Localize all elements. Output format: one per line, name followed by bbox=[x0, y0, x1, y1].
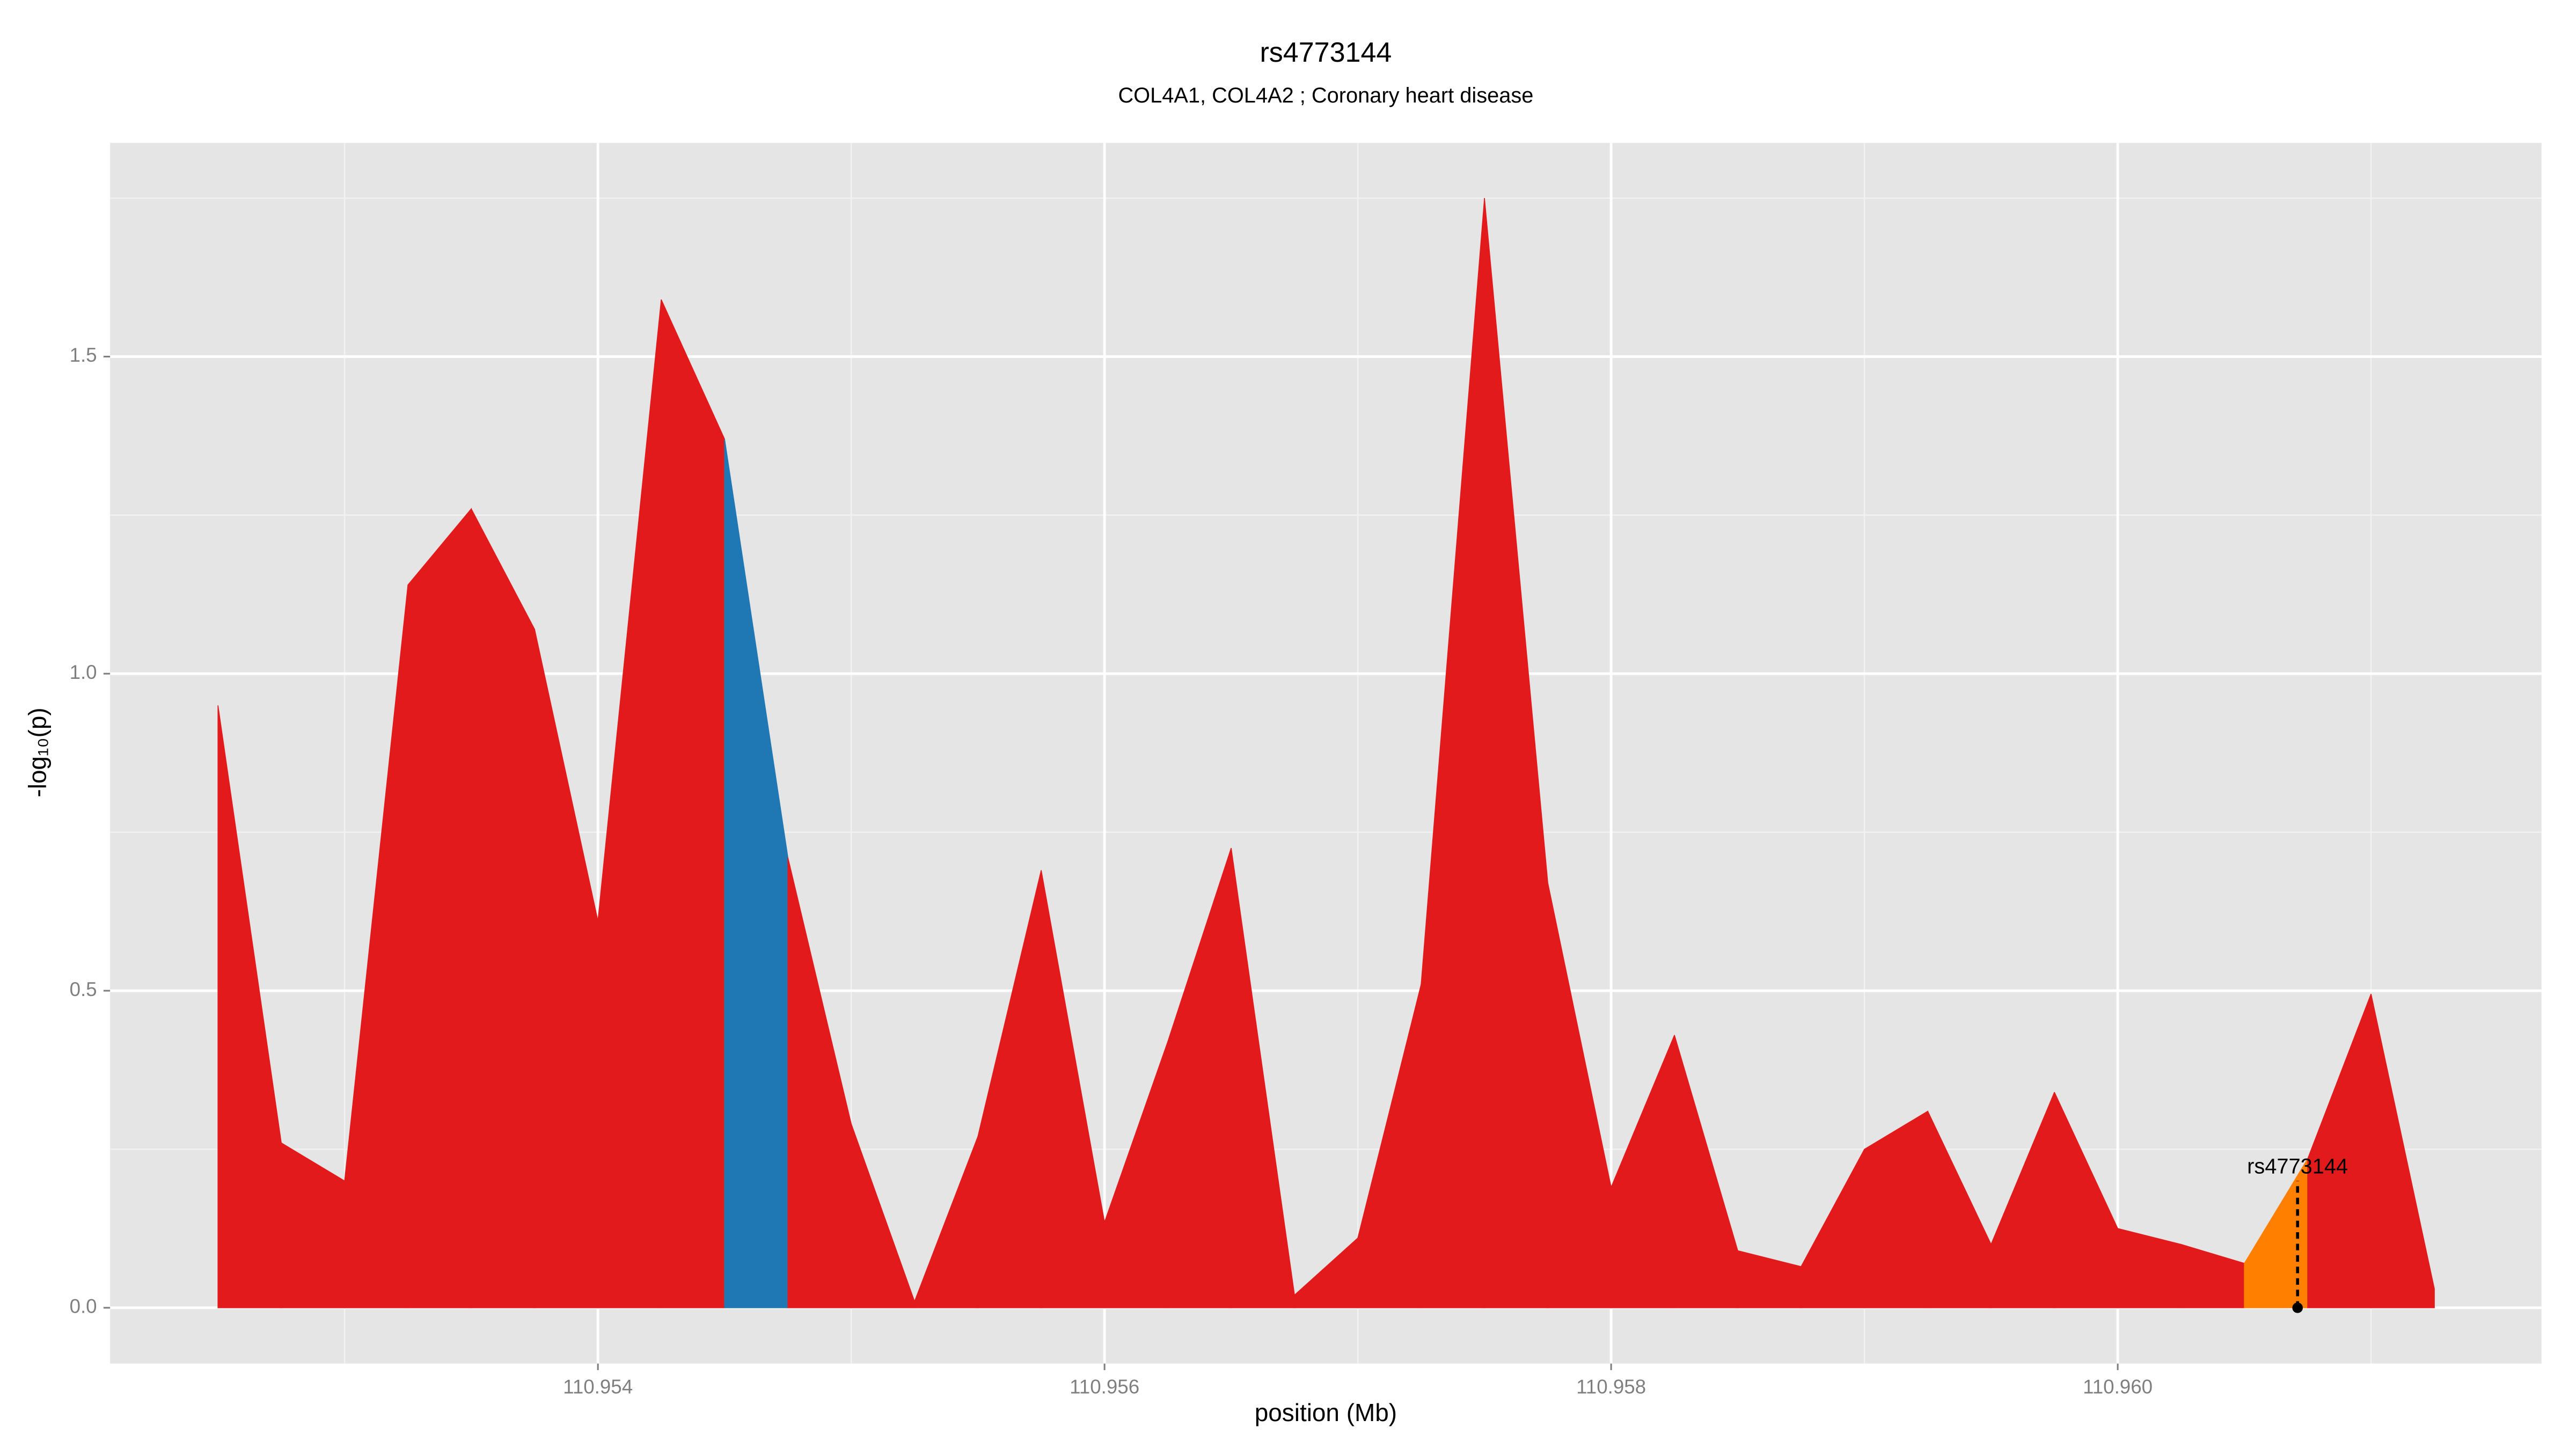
x-axis-label: position (Mb) bbox=[1255, 1399, 1397, 1426]
x-tick-label: 110.956 bbox=[1070, 1375, 1139, 1397]
y-axis-label: -log₁₀(p) bbox=[24, 707, 52, 797]
x-tick-label: 110.958 bbox=[1576, 1375, 1646, 1397]
area-segment bbox=[407, 507, 472, 1308]
x-tick-label: 110.960 bbox=[2083, 1375, 2153, 1397]
area-segment bbox=[2370, 993, 2435, 1308]
chart-subtitle: COL4A1, COL4A2 ; Coronary heart disease bbox=[1118, 84, 1533, 107]
y-tick-label: 0.5 bbox=[70, 978, 97, 1000]
y-tick-label: 0.0 bbox=[70, 1296, 97, 1318]
y-tick-label: 1.0 bbox=[70, 661, 97, 683]
area-segment bbox=[661, 299, 725, 1308]
chart-title: rs4773144 bbox=[1260, 37, 1392, 68]
annotation-label: rs4773144 bbox=[2247, 1155, 2348, 1179]
y-tick-label: 1.5 bbox=[70, 344, 97, 366]
x-tick-label: 110.954 bbox=[563, 1375, 633, 1397]
annotation-point bbox=[2292, 1302, 2303, 1313]
area-segment bbox=[471, 508, 535, 1308]
